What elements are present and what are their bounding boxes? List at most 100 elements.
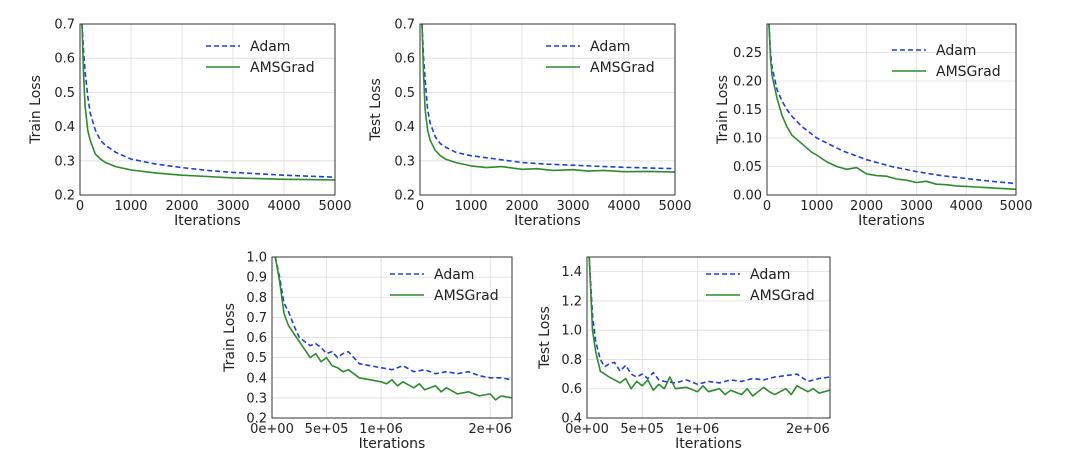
x-tick-label: 3000 — [900, 199, 933, 214]
series-line-adam — [421, 24, 675, 170]
legend-label-adam: Adam — [250, 39, 290, 55]
chart-panel-1: 0 1000 2000 3000 4000 5000 0.2 0.3 0.4 0.5 0.6 0.7 I… — [28, 18, 352, 230]
axes-frame — [419, 23, 676, 196]
y-tick-label: 0.8 — [561, 353, 582, 368]
legend: Adam AMSGrad — [892, 43, 1001, 80]
y-tick-label: 0.9 — [246, 271, 267, 286]
chart-panel-3: 0 1000 2000 3000 4000 5000 0.00 0.05 0.10 0.15 0.2… — [715, 23, 1033, 229]
y-axis-label: Test Loss — [537, 306, 553, 370]
legend-label-amsgrad: AMSGrad — [936, 64, 1001, 80]
y-tick-label: 0.20 — [733, 75, 762, 90]
legend-label-adam: Adam — [434, 267, 474, 283]
y-tick-label: 0.3 — [54, 154, 75, 169]
y-tick-label: 0.00 — [733, 189, 762, 204]
y-tick-label: 0.10 — [733, 132, 762, 147]
y-tick-label: 0.2 — [394, 189, 415, 204]
y-tick-label: 0.5 — [246, 351, 267, 366]
y-tick-label: 0.6 — [246, 331, 267, 346]
x-axis-label: Iterations — [675, 436, 742, 452]
y-tick-label: 0.6 — [394, 52, 415, 67]
x-tick-label: 0 — [763, 199, 771, 214]
grid-lines — [586, 257, 830, 419]
legend-label-amsgrad: AMSGrad — [590, 60, 655, 76]
x-tick-label: 1000 — [454, 199, 487, 214]
x-tick-label: 3000 — [216, 199, 249, 214]
x-tick-label: 0 — [416, 199, 424, 214]
y-tick-label: 0.4 — [54, 120, 75, 135]
y-tick-label: 0.5 — [54, 86, 75, 101]
series-line-adam — [81, 24, 335, 178]
y-axis-label: Test Loss — [368, 78, 384, 142]
legend-label-amsgrad: AMSGrad — [250, 60, 315, 76]
x-tick-label: 2000 — [505, 199, 538, 214]
y-tick-label: 0.15 — [733, 103, 762, 118]
chart-panel-5: 0e+00 5e+05 1e+06 2e+06 0.4 0.6 0.8 1.0 1.2 1.4 It… — [537, 256, 831, 452]
x-axis-label: Iterations — [858, 213, 925, 229]
axes-frame — [586, 256, 831, 419]
series-line-amsgrad — [81, 24, 335, 181]
legend-label-adam: Adam — [936, 43, 976, 59]
x-tick-label: 5000 — [999, 199, 1032, 214]
y-tick-label: 1.0 — [561, 324, 582, 339]
y-tick-label: 0.6 — [54, 52, 75, 67]
x-tick-label: 5000 — [658, 199, 691, 214]
x-tick-label: 0e+00 — [565, 422, 609, 437]
y-tick-label: 0.3 — [246, 391, 267, 406]
y-tick-label: 0.7 — [394, 18, 415, 33]
y-tick-label: 0.05 — [733, 160, 762, 175]
axes-frame — [766, 23, 1017, 196]
x-tick-label: 2000 — [850, 199, 883, 214]
y-axis-label: Train Loss — [28, 75, 44, 145]
chart-panel-2: 0 1000 2000 3000 4000 5000 0.2 0.3 0.4 0.5 0.6 0.7 I… — [368, 18, 692, 230]
axes-frame — [79, 23, 336, 196]
series-line-adam — [588, 257, 830, 386]
x-axis-label: Iterations — [174, 213, 241, 229]
x-tick-label: 1e+06 — [676, 422, 720, 437]
x-axis-label: Iterations — [514, 213, 581, 229]
x-tick-label: 1000 — [114, 199, 147, 214]
y-tick-label: 1.0 — [246, 251, 267, 266]
grid-lines — [766, 24, 1017, 196]
legend: Adam AMSGrad — [546, 39, 655, 76]
y-axis-label: Train Loss — [715, 75, 731, 145]
y-tick-label: 0.4 — [561, 412, 582, 427]
x-tick-label: 1e+06 — [359, 422, 403, 437]
x-tick-label: 3000 — [556, 199, 589, 214]
legend: Adam AMSGrad — [706, 267, 815, 304]
grid-lines — [79, 23, 336, 196]
y-tick-label: 1.2 — [561, 294, 582, 309]
y-tick-label: 0.8 — [246, 291, 267, 306]
legend-label-amsgrad: AMSGrad — [750, 288, 815, 304]
y-tick-label: 0.3 — [394, 154, 415, 169]
series-line-amsgrad — [768, 24, 1016, 191]
legend-label-amsgrad: AMSGrad — [434, 288, 499, 304]
y-tick-label: 0.2 — [246, 412, 267, 427]
y-axis-label: Train Loss — [222, 303, 238, 373]
series-line-amsgrad — [588, 257, 830, 397]
x-tick-label: 0 — [76, 199, 84, 214]
series-line-amsgrad — [274, 257, 512, 401]
series-line-adam — [768, 24, 1016, 185]
y-tick-label: 0.2 — [54, 189, 75, 204]
x-tick-label: 4000 — [267, 199, 300, 214]
x-tick-label: 4000 — [950, 199, 983, 214]
y-tick-label: 0.7 — [246, 311, 267, 326]
y-tick-label: 0.5 — [394, 86, 415, 101]
y-tick-label: 0.6 — [561, 382, 582, 397]
legend: Adam AMSGrad — [206, 39, 315, 76]
axes-frame — [271, 256, 513, 419]
x-axis-label: Iterations — [359, 436, 426, 452]
x-tick-label: 2e+06 — [786, 422, 830, 437]
y-tick-label: 0.4 — [394, 120, 415, 135]
series-line-adam — [274, 257, 512, 381]
chart-panel-4: 0e+00 5e+05 1e+06 2e+06 0.2 0.3 0.4 0.5 0.6 0.7 0.… — [222, 251, 513, 452]
legend: Adam AMSGrad — [390, 267, 499, 304]
x-tick-label: 2000 — [165, 199, 198, 214]
x-tick-label: 4000 — [607, 199, 640, 214]
x-tick-label: 1000 — [800, 199, 833, 214]
y-tick-label: 0.4 — [246, 371, 267, 386]
x-tick-label: 5e+05 — [305, 422, 349, 437]
y-tick-label: 0.25 — [733, 46, 762, 61]
x-tick-label: 5000 — [318, 199, 351, 214]
